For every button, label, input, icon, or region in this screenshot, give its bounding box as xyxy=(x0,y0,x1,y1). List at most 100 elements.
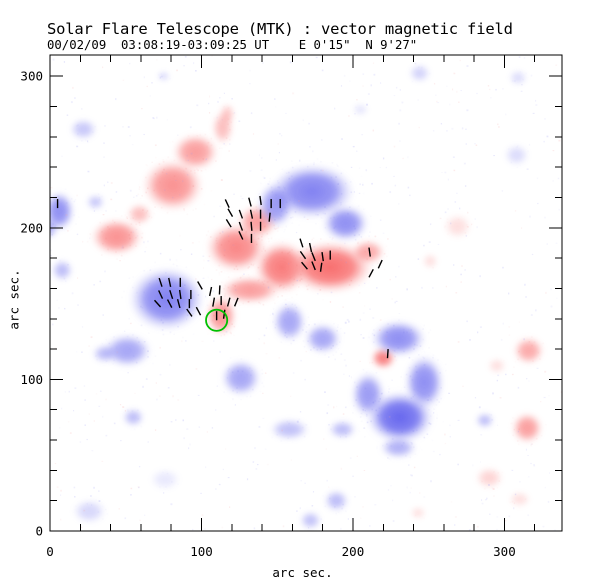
negative-polarity-blob xyxy=(86,194,105,210)
positive-polarity-blob xyxy=(219,103,235,125)
vector-tick xyxy=(222,309,226,319)
negative-polarity-blob xyxy=(221,359,261,397)
x-tick-label: 300 xyxy=(493,544,516,559)
negative-polarity-blob xyxy=(72,499,107,524)
vector-tick xyxy=(259,195,262,206)
positive-polarity-blob xyxy=(508,491,531,507)
negative-polarity-blob xyxy=(475,412,494,428)
negative-polarity-blob xyxy=(92,344,117,363)
negative-polarity-blob xyxy=(409,64,431,83)
positive-polarity-blob xyxy=(513,336,544,365)
positive-polarity-blob xyxy=(475,467,503,489)
vector-tick xyxy=(238,221,244,231)
vector-tick xyxy=(158,277,163,287)
negative-polarity-blob xyxy=(328,420,356,439)
vector-tick xyxy=(227,208,234,217)
vector-tick xyxy=(195,306,202,316)
negative-polarity-blob xyxy=(299,511,322,530)
positive-polarity-blob xyxy=(410,506,426,519)
y-tick-label: 300 xyxy=(20,69,43,84)
positive-polarity-blob xyxy=(443,214,472,239)
negative-polarity-blob xyxy=(304,323,341,354)
vector-tick xyxy=(224,199,230,208)
x-axis-label: arc sec. xyxy=(272,565,333,580)
vector-tick xyxy=(238,209,244,219)
y-axis-label: arc sec. xyxy=(6,269,22,330)
negative-polarity-blob xyxy=(508,70,528,86)
y-tick-label: 100 xyxy=(20,372,43,387)
vector-tick xyxy=(225,219,232,228)
vector-tick xyxy=(208,286,213,297)
negative-polarity-blob xyxy=(324,490,349,512)
vector-tick xyxy=(212,297,216,307)
axis-box xyxy=(49,54,563,532)
vector-tick xyxy=(250,221,253,231)
vector-tick xyxy=(158,290,164,299)
vector-tick xyxy=(321,252,324,262)
y-tick-label: 200 xyxy=(20,220,43,235)
positive-polarity-blob xyxy=(512,412,543,444)
negative-polarity-blob xyxy=(103,333,152,368)
positive-polarity-blob xyxy=(90,218,143,256)
vector-tick xyxy=(311,252,316,262)
x-tick-label: 100 xyxy=(190,544,213,559)
vector-tick xyxy=(233,297,239,307)
positive-polarity-blob xyxy=(172,133,219,171)
vector-tick xyxy=(248,197,252,207)
vector-field-marks xyxy=(56,195,389,359)
figure-subtitle: 00/02/09 03:08:19-03:09:25 UT E 0'15" N … xyxy=(47,38,418,52)
negative-polarity-blob xyxy=(371,320,426,357)
tick-labels: 0 100 200 300 0 100 200 300 xyxy=(20,69,515,559)
negative-polarity-blob xyxy=(272,302,306,342)
negative-polarity-blob xyxy=(122,408,144,427)
negative-polarity-blob xyxy=(51,259,73,281)
vector-tick xyxy=(249,209,254,219)
negative-polarity-blob xyxy=(149,468,181,491)
y-tick-label: 0 xyxy=(35,524,43,539)
polarity-blobs xyxy=(50,64,544,530)
negative-polarity-blob xyxy=(157,71,170,81)
x-tick-label: 0 xyxy=(46,544,54,559)
vector-tick xyxy=(153,299,162,308)
negative-polarity-blob xyxy=(352,103,369,116)
vector-tick xyxy=(311,261,316,271)
positive-polarity-blob xyxy=(351,239,385,265)
negative-polarity-blob xyxy=(50,191,75,231)
vector-tick xyxy=(166,299,173,308)
vector-tick xyxy=(176,299,181,309)
negative-polarity-blob xyxy=(380,437,417,459)
vector-tick xyxy=(301,261,308,270)
vector-tick xyxy=(319,262,323,272)
vector-tick xyxy=(268,212,271,222)
negative-polarity-blob xyxy=(504,144,529,166)
vector-tick xyxy=(386,349,389,359)
vector-tick xyxy=(368,247,371,257)
positive-polarity-blob xyxy=(422,253,438,269)
vector-tick xyxy=(186,308,193,317)
vector-tick xyxy=(178,289,182,300)
vector-tick xyxy=(238,230,244,240)
vector-tick xyxy=(169,289,174,300)
vector-tick xyxy=(168,277,172,287)
positive-polarity-blob xyxy=(219,276,281,304)
figure-title: Solar Flare Telescope (MTK) : vector mag… xyxy=(47,20,513,38)
positive-polarity-blob xyxy=(127,203,152,225)
noise-speckle xyxy=(50,55,562,531)
vector-tick xyxy=(308,242,313,253)
vector-tick xyxy=(299,238,304,248)
positive-polarity-blob xyxy=(487,358,506,374)
vector-tick xyxy=(368,268,374,278)
negative-polarity-blob xyxy=(257,182,294,228)
x-tick-label: 200 xyxy=(342,544,365,559)
negative-polarity-blob xyxy=(366,391,434,444)
negative-polarity-blob xyxy=(269,418,310,441)
vector-tick xyxy=(299,250,307,260)
negative-polarity-blob xyxy=(128,267,205,331)
negative-polarity-blob xyxy=(322,205,369,242)
vector-tick xyxy=(226,297,231,307)
vector-tick xyxy=(377,259,383,269)
roi-circle xyxy=(205,308,229,332)
negative-polarity-blob xyxy=(69,118,97,140)
